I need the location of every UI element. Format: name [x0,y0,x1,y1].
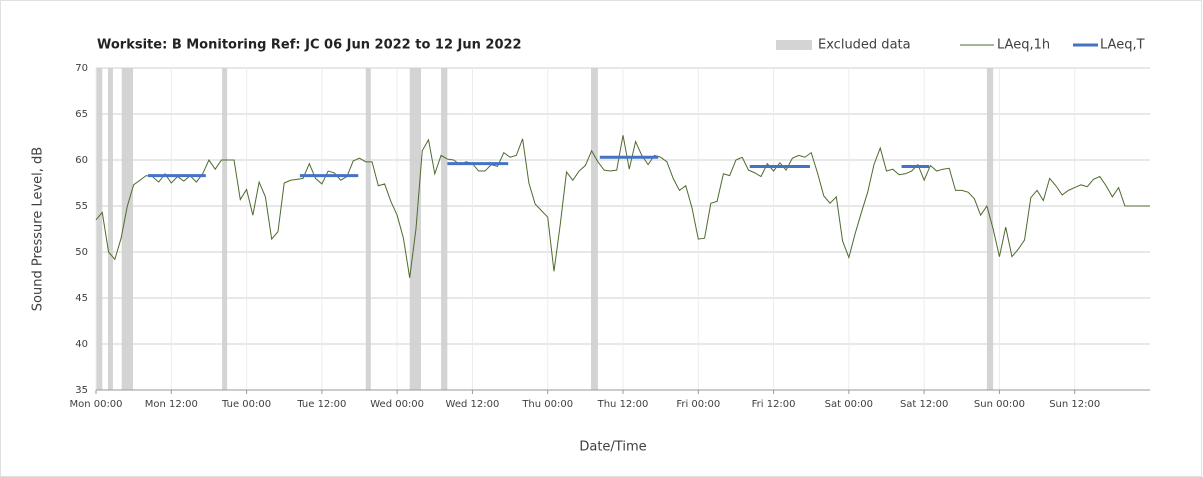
x-tick-label: Tue 12:00 [296,399,346,410]
excluded-band [441,68,448,390]
x-tick-label: Wed 12:00 [446,399,500,410]
x-tick-label: Sat 00:00 [825,399,873,410]
excluded-band [107,68,113,390]
excluded-band [986,68,994,390]
x-axis-title: Date/Time [579,440,646,455]
excluded-band [365,68,371,390]
y-tick-label: 60 [75,155,88,166]
x-tick-label: Thu 12:00 [597,399,649,410]
x-tick-label: Sun 00:00 [974,399,1025,410]
excluded-band [96,68,103,390]
excluded-band [409,68,421,390]
legend-label: Excluded data [818,38,911,53]
legend-label: LAeq,T [1100,38,1145,53]
y-tick-label: 65 [75,109,88,120]
x-tick-label: Tue 00:00 [221,399,271,410]
excluded-band [222,68,228,390]
x-tick-label: Mon 00:00 [69,399,122,410]
y-tick-label: 55 [75,201,88,212]
x-tick-label: Mon 12:00 [145,399,198,410]
x-tick-label: Sat 12:00 [900,399,948,410]
y-tick-label: 45 [75,293,88,304]
y-tick-label: 70 [75,63,88,74]
legend-label: LAeq,1h [997,38,1050,53]
x-tick-label: Fri 12:00 [752,399,796,410]
x-tick-label: Wed 00:00 [370,399,424,410]
y-axis-title: Sound Pressure Level, dB [31,147,46,311]
chart-title: Worksite: B Monitoring Ref: JC 06 Jun 20… [97,38,522,53]
x-tick-label: Sun 12:00 [1049,399,1100,410]
legend-swatch [776,40,812,50]
y-tick-label: 40 [75,339,88,350]
excluded-band [121,68,134,390]
x-tick-label: Fri 00:00 [676,399,720,410]
excluded-band [591,68,598,390]
x-tick-label: Thu 00:00 [521,399,573,410]
y-tick-label: 50 [75,247,88,258]
line-series [95,135,1150,278]
y-tick-label: 35 [75,385,88,396]
